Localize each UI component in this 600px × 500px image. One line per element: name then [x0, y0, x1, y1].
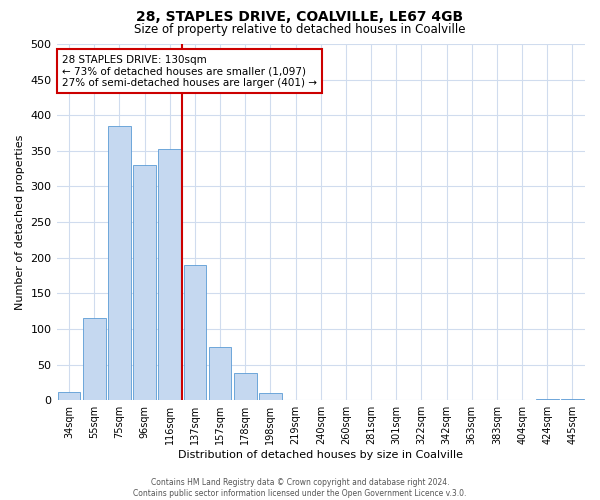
Bar	[58, 392, 80, 400]
Bar	[158, 150, 181, 400]
Bar	[259, 393, 282, 400]
Text: 28 STAPLES DRIVE: 130sqm
← 73% of detached houses are smaller (1,097)
27% of sem: 28 STAPLES DRIVE: 130sqm ← 73% of detach…	[62, 54, 317, 88]
Text: 28, STAPLES DRIVE, COALVILLE, LE67 4GB: 28, STAPLES DRIVE, COALVILLE, LE67 4GB	[136, 10, 464, 24]
Bar	[184, 265, 206, 400]
Bar	[108, 126, 131, 400]
Text: Size of property relative to detached houses in Coalville: Size of property relative to detached ho…	[134, 22, 466, 36]
Bar	[133, 165, 156, 400]
Text: Contains HM Land Registry data © Crown copyright and database right 2024.
Contai: Contains HM Land Registry data © Crown c…	[133, 478, 467, 498]
Y-axis label: Number of detached properties: Number of detached properties	[15, 134, 25, 310]
Bar	[234, 373, 257, 400]
Bar	[83, 318, 106, 400]
X-axis label: Distribution of detached houses by size in Coalville: Distribution of detached houses by size …	[178, 450, 463, 460]
Bar	[209, 347, 232, 400]
